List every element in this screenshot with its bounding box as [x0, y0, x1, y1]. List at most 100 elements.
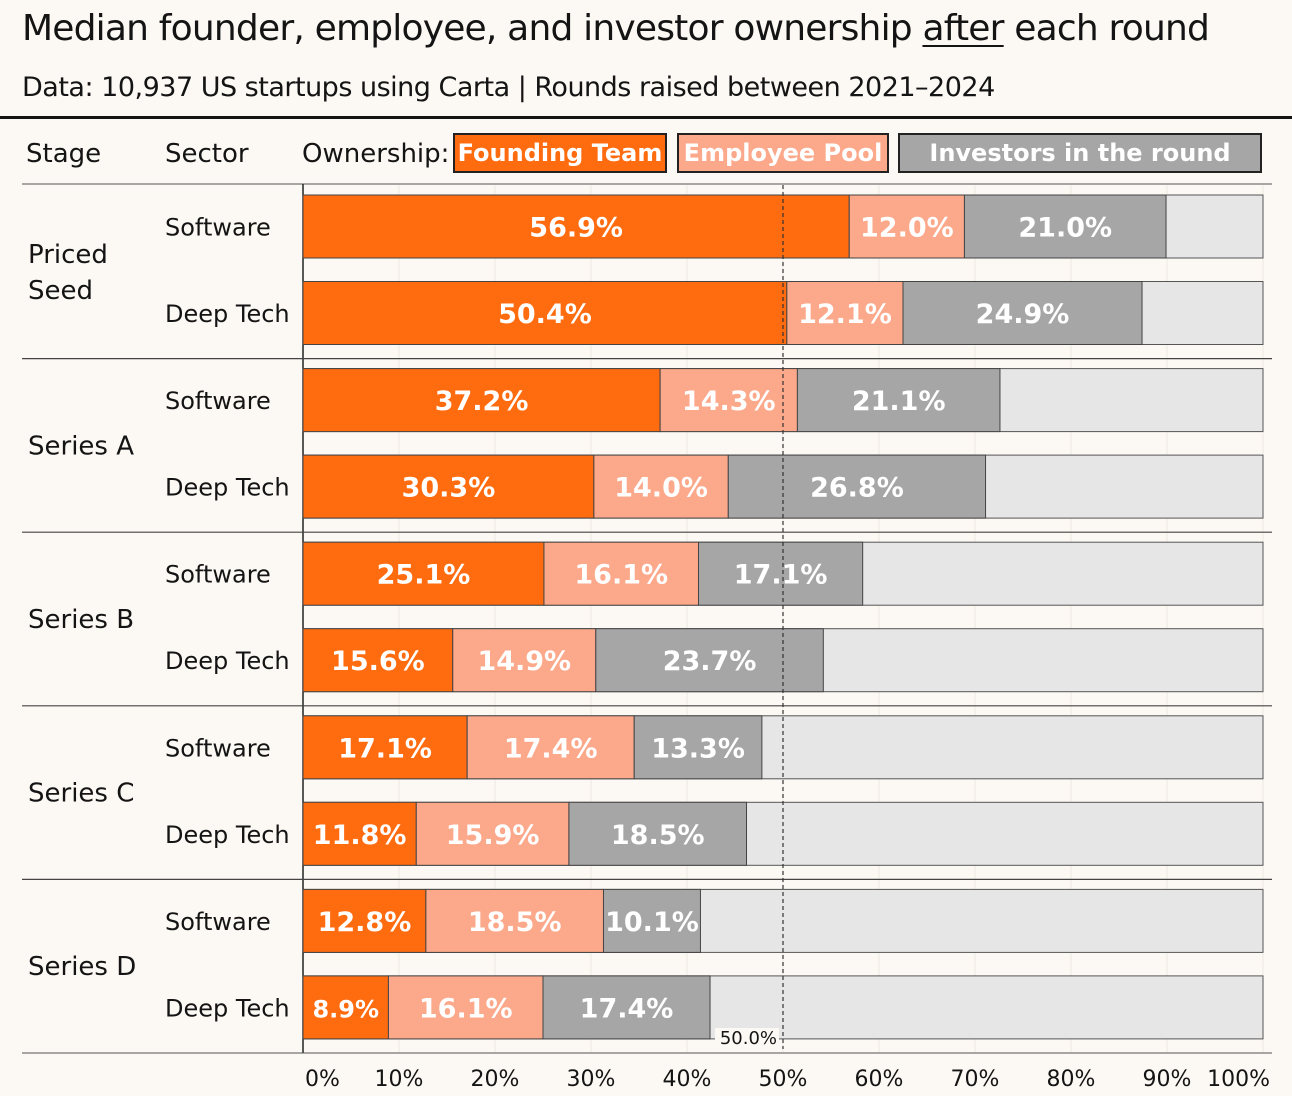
- bar-segment: [593, 454, 729, 519]
- data-label: 8.9%: [312, 995, 379, 1023]
- x-tick-label: 90%: [1143, 1067, 1192, 1092]
- bar-segment: [302, 541, 545, 606]
- sector-label: Deep Tech: [165, 647, 290, 675]
- data-label: 15.6%: [331, 646, 425, 677]
- x-tick-label: 70%: [951, 1067, 1000, 1092]
- x-tick-label: 30%: [567, 1067, 616, 1092]
- data-label: 13.3%: [651, 733, 745, 764]
- x-tick-label: 20%: [471, 1067, 520, 1092]
- stage-label-line: Series C: [28, 779, 134, 809]
- x-tick-label: 50%: [759, 1067, 808, 1092]
- bar-segment: [727, 454, 987, 519]
- stage-label-line: Seed: [28, 276, 93, 306]
- data-label: 15.9%: [446, 820, 540, 851]
- bar-segment: [302, 194, 850, 259]
- x-tick-label: 10%: [375, 1067, 424, 1092]
- x-tick-label: 60%: [855, 1067, 904, 1092]
- data-label: 17.1%: [734, 560, 828, 591]
- data-label: 16.1%: [574, 560, 668, 591]
- data-label: 50.4%: [498, 299, 592, 330]
- sector-column-header: Sector: [165, 139, 249, 169]
- stage-label-line: Series B: [28, 605, 134, 635]
- stage-column-header: Stage: [26, 139, 102, 169]
- legend-employee-pool: Employee Pool: [677, 133, 889, 173]
- bar-segment: [698, 541, 864, 606]
- bar-segment: [302, 888, 427, 953]
- stage-label: Series D: [28, 952, 136, 982]
- data-label: 18.5%: [611, 820, 705, 851]
- sector-label: Deep Tech: [165, 994, 290, 1022]
- stage-label-line: Series D: [28, 952, 136, 982]
- data-label: 11.8%: [313, 820, 407, 851]
- data-label: 21.1%: [852, 386, 946, 417]
- data-label: 16.1%: [419, 993, 513, 1024]
- bar-segment: [602, 888, 701, 953]
- bar-segment: [963, 194, 1167, 259]
- data-label: 30.3%: [402, 473, 496, 504]
- bar-segment: [415, 801, 570, 866]
- bar-segment: [902, 281, 1143, 345]
- sector-label: Software: [165, 387, 271, 415]
- data-label: 12.0%: [860, 213, 954, 244]
- data-label: 17.1%: [338, 733, 432, 764]
- data-label: 14.9%: [477, 646, 571, 677]
- sector-label: Software: [165, 734, 271, 762]
- x-tick-label: 100%: [1207, 1067, 1270, 1092]
- stage-label: Series C: [28, 779, 134, 809]
- x-tick-label: 0%: [305, 1067, 340, 1092]
- legend-founding-team: Founding Team: [453, 133, 667, 173]
- data-label: 56.9%: [529, 213, 623, 244]
- data-label: 12.1%: [798, 299, 892, 330]
- header-rule: [0, 116, 1292, 119]
- bar-segment: [302, 801, 417, 866]
- bar-segment: [302, 281, 788, 345]
- data-label: 10.1%: [605, 907, 699, 938]
- data-label: 21.0%: [1018, 213, 1112, 244]
- bar-segment: [542, 975, 711, 1040]
- bar-segment: [452, 628, 597, 693]
- bar-segment: [633, 715, 763, 780]
- data-label: 18.5%: [468, 907, 562, 938]
- bar-segment: [848, 194, 965, 259]
- bar-segment: [595, 628, 824, 693]
- bar-segment: [302, 628, 454, 693]
- sector-label: Software: [165, 214, 271, 242]
- sector-label: Software: [165, 908, 271, 936]
- reference-label-bg: [715, 1028, 779, 1048]
- bar-segment: [659, 368, 798, 433]
- legend-investors: Investors in the round: [898, 133, 1262, 173]
- stage-label: Series A: [28, 431, 134, 461]
- stage-label: Series B: [28, 605, 134, 635]
- sector-label: Deep Tech: [165, 821, 290, 849]
- ownership-legend-label: Ownership:: [302, 139, 450, 169]
- bar-segment: [302, 715, 468, 780]
- stage-label-line: Priced: [28, 240, 108, 270]
- stage-label-line: Series A: [28, 431, 134, 461]
- data-label: 24.9%: [976, 299, 1070, 330]
- data-label: 26.8%: [810, 473, 904, 504]
- sector-label: Deep Tech: [165, 300, 290, 328]
- x-tick-label: 40%: [663, 1067, 712, 1092]
- data-label: 17.4%: [504, 733, 598, 764]
- sector-label: Software: [165, 561, 271, 589]
- data-label: 12.8%: [318, 907, 412, 938]
- x-tick-label: 80%: [1047, 1067, 1096, 1092]
- data-label: 37.2%: [435, 386, 529, 417]
- bar-segment: [786, 281, 904, 345]
- data-label: 14.0%: [614, 473, 708, 504]
- data-label: 14.3%: [682, 386, 776, 417]
- bar-segment: [543, 541, 700, 606]
- stage-label: Priced Seed: [28, 240, 108, 306]
- data-label: 17.4%: [580, 993, 674, 1024]
- chart-title: Median founder, employee, and investor o…: [22, 8, 1210, 49]
- bar-segment: [425, 888, 604, 953]
- bar-segment: [302, 368, 661, 433]
- bar-segment: [302, 454, 595, 519]
- data-label: 23.7%: [663, 646, 757, 677]
- bar-segment: [568, 801, 748, 866]
- reference-line-label: 50.0%: [720, 1028, 777, 1049]
- data-label: 25.1%: [377, 560, 471, 591]
- bar-segment: [796, 368, 1001, 433]
- chart-subtitle: Data: 10,937 US startups using Carta | R…: [22, 72, 995, 103]
